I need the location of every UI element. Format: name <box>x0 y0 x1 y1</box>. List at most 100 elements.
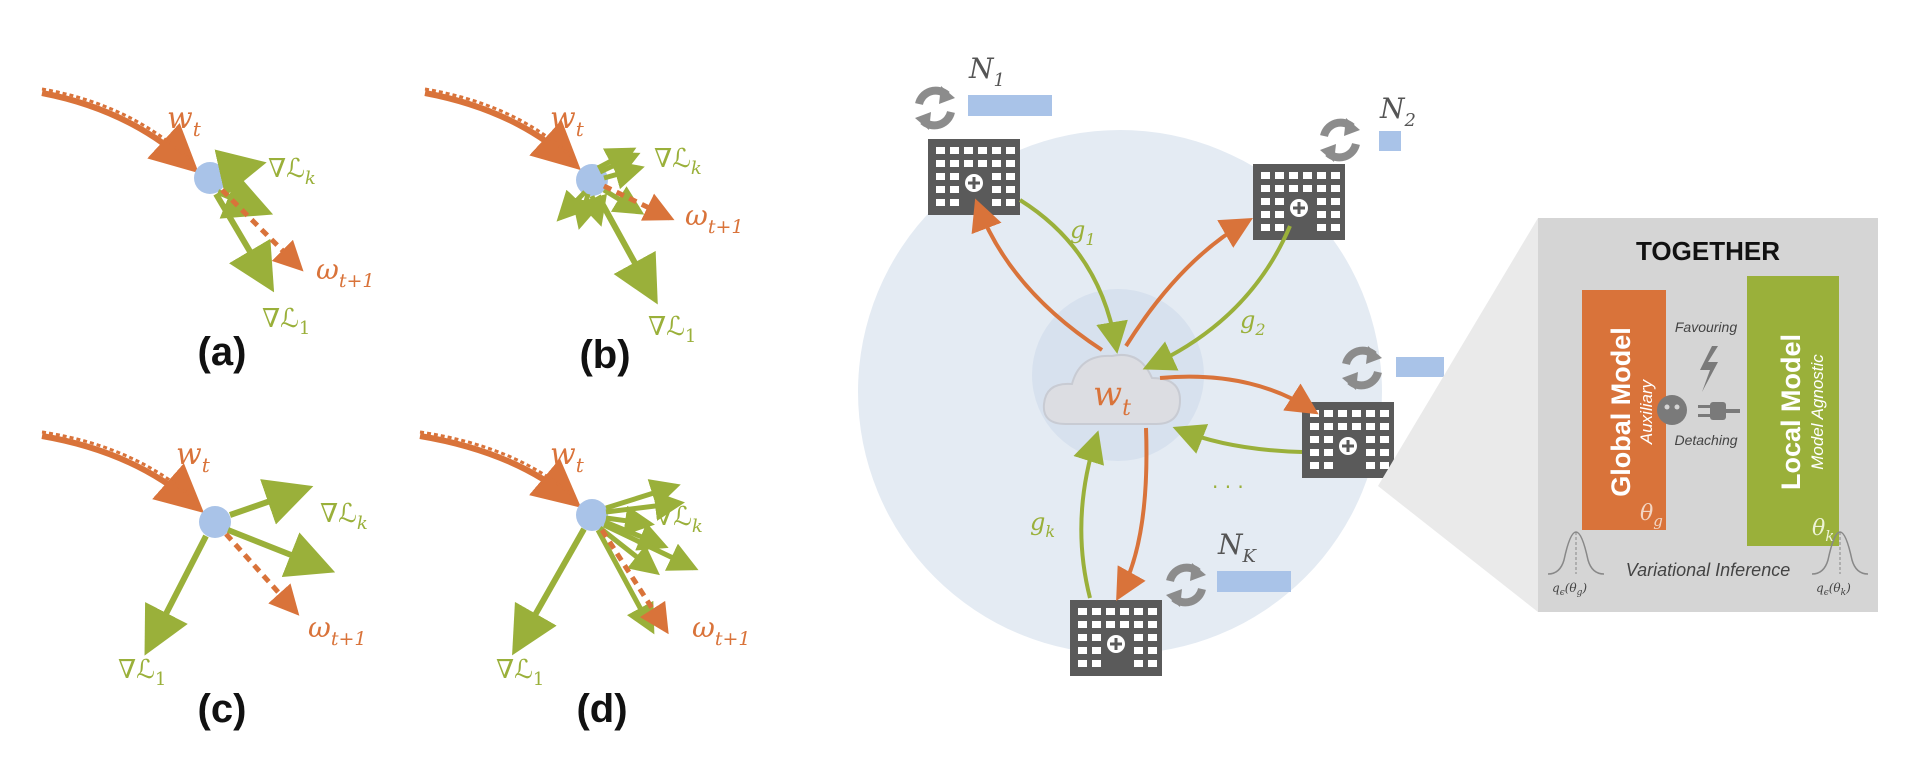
grad-1-label: ∇ℒ1 <box>118 655 166 690</box>
weight-point <box>199 506 231 538</box>
ellipsis: · · · <box>1212 475 1244 499</box>
zoom-wedge <box>1378 218 1538 612</box>
wt-label: wt <box>550 437 585 477</box>
plug-socket-icon <box>1657 395 1740 425</box>
omega-next-label: ωt+1 <box>685 199 744 238</box>
weight-point <box>576 499 608 531</box>
upload-arrow-3 <box>1172 424 1303 454</box>
gradient-1-arrow <box>595 194 658 305</box>
node-k-label: NK <box>1217 528 1258 567</box>
update-arrow <box>224 532 300 616</box>
sync-icon <box>915 86 955 130</box>
grad-k-label: ∇ℒk <box>320 499 368 534</box>
update-arrow <box>220 188 304 272</box>
panel-c-label: (c) <box>198 687 247 731</box>
grad-k-label: ∇ℒk <box>655 502 703 537</box>
broadcast-arrow-1 <box>971 198 1104 352</box>
gradient-2-label: g2 <box>1240 306 1266 339</box>
right-gaussian-icon <box>1811 531 1869 575</box>
sync-icon <box>1320 118 1360 162</box>
gradient-1-arrow <box>144 534 209 656</box>
server-weight-label: wt <box>1093 374 1131 421</box>
node-1-label: N1 <box>968 52 1005 91</box>
theta-k-label: θk <box>1812 516 1834 545</box>
theta-g-label: θg <box>1640 501 1663 530</box>
hospital-building-2 <box>1251 162 1347 242</box>
trajectory-arrow <box>41 90 199 174</box>
panel-b-label: (b) <box>579 333 630 377</box>
wt-label: wt <box>176 437 211 477</box>
grad-k-label: ∇ℒk <box>654 144 702 179</box>
broadcast-arrow-3 <box>1159 374 1319 415</box>
node-data-bar-3 <box>1396 357 1444 377</box>
gradient-arrow <box>605 479 681 511</box>
gradient-k-label: gk <box>1030 508 1055 541</box>
broadcast-arrow-k <box>1116 427 1149 601</box>
panel-a: wt ∇ℒk ωt+1 ∇ℒ1 (a) <box>41 87 375 374</box>
trajectory-arrow <box>41 433 204 513</box>
gradient-k-arrow <box>229 479 314 525</box>
left-gaussian-icon <box>1547 531 1605 575</box>
panel-b: wt ∇ℒk ωt+1 ∇ℒ1 (b) <box>424 87 744 377</box>
global-model-block <box>1582 290 1666 530</box>
hospital-building-1 <box>926 137 1022 217</box>
gradient-1-arrow <box>512 527 587 656</box>
gradient-1-arrow <box>213 192 275 293</box>
grad-1-label: ∇ℒ1 <box>262 304 310 339</box>
local-model-subtitle: Model Agnostic <box>1808 354 1827 470</box>
local-model-title: Local Model <box>1776 334 1806 490</box>
omega-next-label: ωt+1 <box>692 611 751 650</box>
update-arrow <box>602 183 675 221</box>
local-model-block <box>1747 276 1839 546</box>
trajectory-dashed <box>424 87 574 159</box>
global-model-subtitle: Auxiliary <box>1637 378 1656 445</box>
gradient-k-arrow <box>214 149 267 197</box>
upload-arrow-2 <box>1142 225 1292 371</box>
upload-arrow-1 <box>1018 198 1128 354</box>
variational-inference-label: Variational Inference <box>1626 560 1790 580</box>
panel-c: wt ∇ℒk ωt+1 ∇ℒ1 (c) <box>41 430 368 731</box>
update-arrow <box>599 528 669 635</box>
server-cloud: wt <box>1042 354 1182 425</box>
hospital-building-3 <box>1300 400 1396 480</box>
detaching-label: Detaching <box>1674 432 1737 448</box>
upload-arrow-k <box>1073 430 1105 599</box>
q-k-label: qϵ(θk) <box>1816 581 1851 598</box>
broadcast-arrow-2 <box>1124 218 1253 348</box>
panel-a-label: (a) <box>198 330 247 374</box>
favouring-label: Favouring <box>1675 319 1737 335</box>
node-data-bar-k <box>1217 571 1291 592</box>
federated-network: wt N1 N2 NK g1 g2 gk · · · <box>858 52 1444 678</box>
hospital-building-k <box>1068 598 1164 678</box>
node-data-bar-2 <box>1379 131 1401 151</box>
grad-k-label: ∇ℒk <box>268 154 316 189</box>
panel-d: wt ∇ℒk ωt+1 ∇ℒ1 (d) <box>419 430 751 731</box>
wt-label: wt <box>167 101 202 141</box>
trajectory-dashed <box>41 87 192 162</box>
trajectory-dashed <box>41 430 197 502</box>
q-g-label: qϵ(θg) <box>1552 581 1587 598</box>
wt-label: wt <box>550 101 585 141</box>
together-panel: TOGETHER Global Model Auxiliary θg Local… <box>1378 218 1878 612</box>
together-title: TOGETHER <box>1636 236 1780 266</box>
gradient-arrow <box>598 526 660 576</box>
lightning-icon <box>1700 346 1718 392</box>
node-data-bar-1 <box>968 95 1052 116</box>
weight-point <box>194 162 226 194</box>
gradient-arrow <box>578 193 607 227</box>
gradient-arrow <box>596 147 637 175</box>
trajectory-arrow <box>424 90 581 171</box>
gradient-arrow <box>604 519 669 551</box>
global-model-title: Global Model <box>1606 327 1636 497</box>
panel-d-label: (d) <box>576 687 627 731</box>
trajectory-dashed <box>419 430 573 497</box>
omega-next-label: ωt+1 <box>308 611 367 650</box>
grad-1-label: ∇ℒ1 <box>648 312 696 347</box>
gradient-arrow <box>602 186 645 215</box>
grad-1-label: ∇ℒ1 <box>496 655 544 690</box>
node-2-label: N2 <box>1379 92 1416 131</box>
gradient-1-label: g1 <box>1070 216 1096 249</box>
omega-next-label: ωt+1 <box>316 253 375 292</box>
gradient-arrow <box>603 160 645 190</box>
